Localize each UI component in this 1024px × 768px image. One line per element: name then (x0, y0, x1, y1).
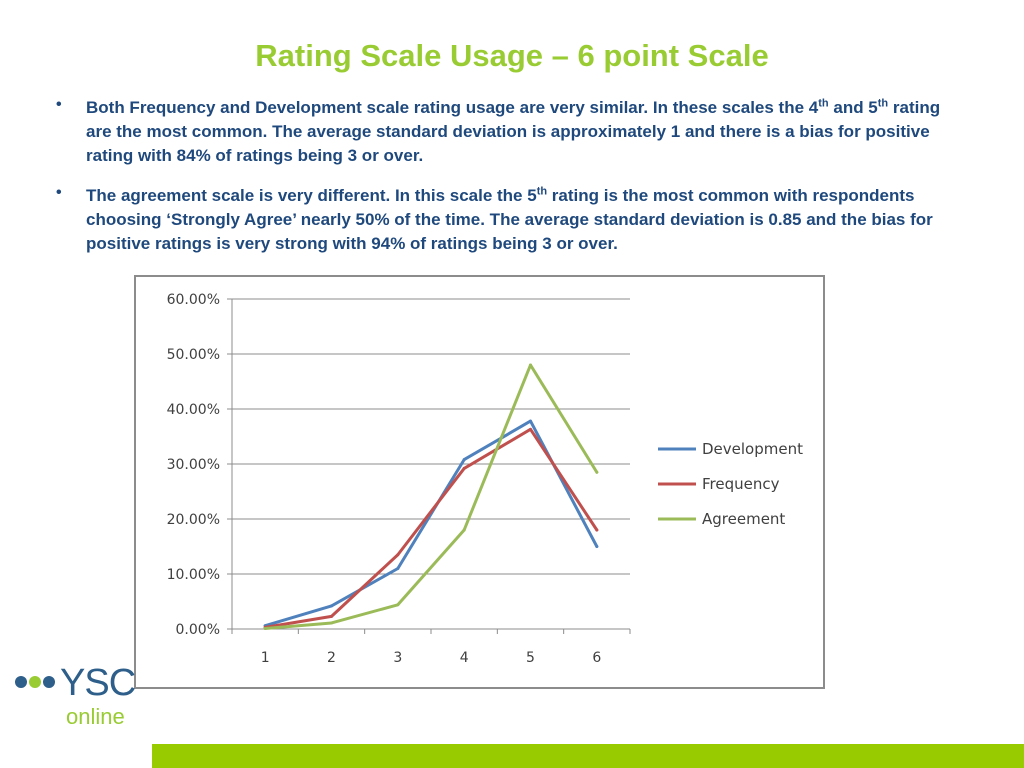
data-point-frequency (330, 614, 333, 618)
data-point-development (462, 458, 466, 462)
x-tick-label: 4 (460, 650, 469, 666)
x-tick-label: 6 (592, 650, 601, 666)
chart-svg: 0.00% 10.00% 20.00% 30.00% 40.00% 50.00% 60.00… (167, 292, 803, 666)
y-tick-label: 0.00% (176, 622, 220, 638)
logo-subtitle-text: online (66, 704, 125, 729)
x-tick-label: 3 (393, 650, 402, 666)
x-tick-label: 2 (327, 650, 336, 666)
data-point-agreement (330, 621, 333, 625)
series-line-development (263, 419, 599, 628)
data-point-development (595, 545, 599, 548)
data-point-agreement (595, 470, 599, 474)
data-point-agreement (396, 603, 400, 607)
data-point-development (529, 419, 532, 423)
data-point-agreement (263, 626, 267, 630)
bullet-text: Both Frequency and Development scale rat… (86, 97, 941, 165)
data-point-frequency (529, 427, 532, 431)
bullet-item: • The agreement scale is very different. … (50, 184, 960, 256)
y-tick-label: 10.00% (167, 567, 220, 583)
bullet-item: • Both Frequency and Development scale ra… (50, 96, 960, 168)
x-tick-label: 5 (526, 650, 535, 666)
y-tick-label: 30.00% (167, 457, 220, 473)
series-line-frequency (263, 427, 599, 629)
legend-label: Development (702, 440, 803, 458)
data-point-development (396, 567, 400, 570)
y-tick-label: 60.00% (167, 292, 220, 308)
bullet-marker: • (56, 96, 62, 113)
x-tick-label: 1 (261, 650, 270, 666)
data-point-agreement (529, 363, 532, 367)
data-point-frequency (462, 466, 466, 470)
bullet-marker: • (56, 184, 62, 201)
slide-title: Rating Scale Usage – 6 point Scale (255, 38, 769, 73)
data-point-agreement (462, 528, 466, 532)
bullet-text: The agreement scale is very different. I… (86, 185, 933, 253)
y-tick-label: 50.00% (167, 347, 220, 363)
logo-brand-text: YSC (60, 662, 136, 704)
series-line-agreement (263, 363, 599, 630)
footer-band (152, 744, 1024, 768)
data-point-development (330, 604, 333, 608)
y-tick-label: 40.00% (167, 402, 220, 418)
data-point-frequency (396, 553, 400, 557)
logo-dots-icon (15, 676, 55, 688)
y-tick-label: 20.00% (167, 512, 220, 528)
footer-band-left (0, 744, 152, 768)
ysc-online-logo: YSC online (14, 662, 136, 738)
bullet-list: • Both Frequency and Development scale ra… (50, 96, 960, 272)
line-chart: 0.00% 10.00% 20.00% 30.00% 40.00% 50.00% 60.00… (134, 275, 825, 689)
legend-label: Frequency (702, 475, 780, 493)
data-point-frequency (595, 528, 599, 532)
legend-label: Agreement (702, 510, 785, 528)
